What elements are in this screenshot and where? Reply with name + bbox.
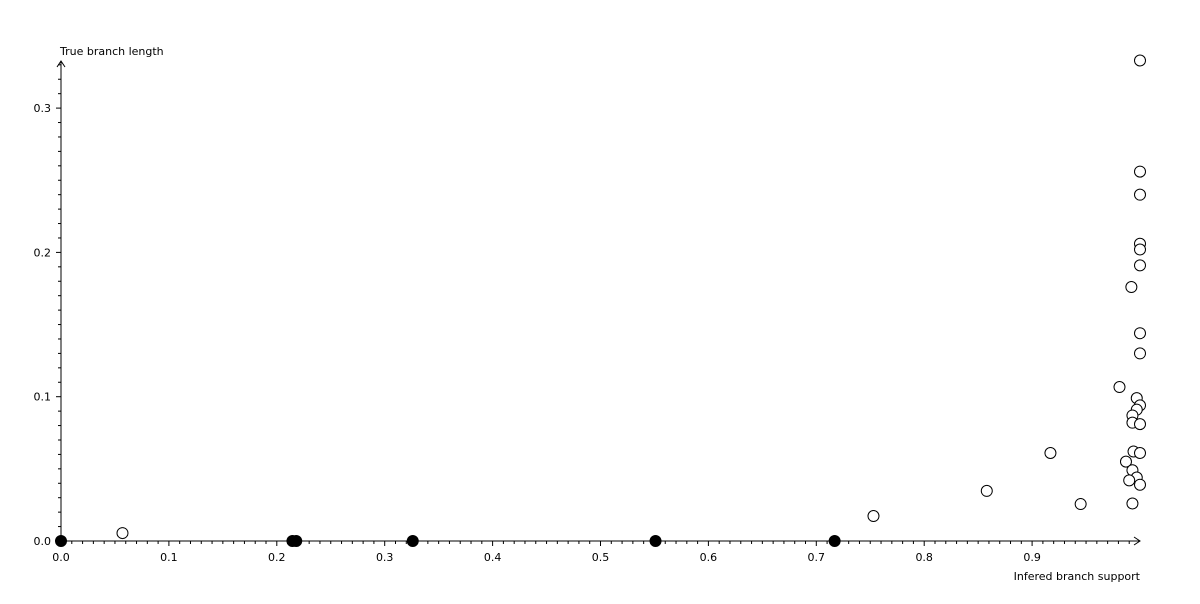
open-data-point	[1134, 259, 1146, 272]
open-data-point	[1074, 498, 1087, 511]
open-data-point	[1113, 381, 1126, 394]
open-data-point	[1134, 243, 1146, 256]
open-data-point	[1134, 54, 1146, 67]
filled-data-point	[828, 535, 841, 547]
y-tick-label: 0.1	[34, 391, 52, 404]
x-tick-label: 0.8	[915, 551, 933, 564]
open-data-point	[116, 527, 129, 540]
x-tick-label: 0.0	[52, 551, 70, 564]
open-data-point	[1134, 327, 1146, 340]
open-data-point	[1119, 455, 1132, 468]
open-data-point	[1044, 446, 1057, 459]
open-data-point	[1125, 281, 1138, 294]
open-data-point	[1126, 497, 1139, 510]
data-points	[55, 54, 1146, 547]
open-data-point	[1134, 478, 1146, 491]
x-tick-label: 0.2	[268, 551, 286, 564]
filled-data-point	[406, 535, 419, 547]
x-tick-label: 0.9	[1023, 551, 1041, 564]
open-data-point	[1134, 418, 1146, 431]
y-tick-label: 0.0	[34, 535, 52, 548]
open-data-point	[1134, 446, 1146, 459]
x-tick-label: 0.1	[160, 551, 178, 564]
x-axis-arrow	[1133, 536, 1141, 546]
x-tick-label: 0.7	[808, 551, 826, 564]
open-data-point	[980, 484, 993, 497]
open-data-point	[867, 510, 880, 523]
y-tick-label: 0.2	[34, 246, 52, 259]
x-axis-label: Infered branch support	[1014, 570, 1141, 583]
open-data-point	[1134, 188, 1146, 201]
x-tick-label: 0.3	[376, 551, 394, 564]
x-tick-label: 0.6	[700, 551, 718, 564]
y-tick-label: 0.3	[34, 102, 52, 115]
filled-data-point	[290, 535, 303, 547]
filled-data-point	[55, 535, 67, 547]
x-tick-label: 0.4	[484, 551, 502, 564]
axes: 0.0 0.1 0.2 0.3 0.4 0.5 0.6 0.7 0.8 0.9 0.0 0.1 0.2 0…	[34, 60, 1141, 564]
filled-data-point	[649, 535, 662, 547]
x-tick-label: 0.5	[592, 551, 610, 564]
open-data-point	[1134, 165, 1146, 178]
open-data-point	[1134, 347, 1146, 360]
open-data-point	[1123, 474, 1136, 487]
y-axis-label: True branch length	[59, 45, 164, 58]
